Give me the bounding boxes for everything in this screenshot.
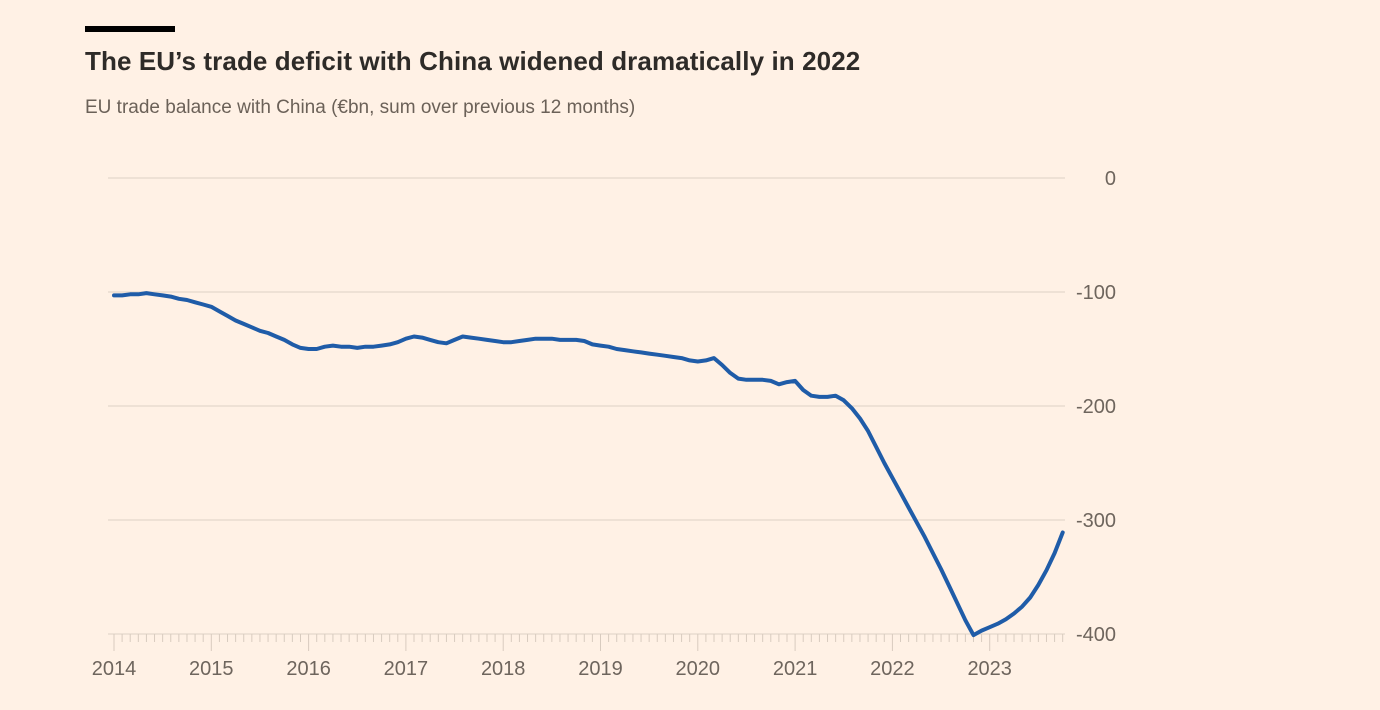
x-axis-year-label: 2020 (676, 658, 721, 680)
y-axis-tick-label: -100 (1076, 282, 1116, 304)
x-axis-year-label: 2018 (481, 658, 526, 680)
y-axis-tick-label: -300 (1076, 510, 1116, 532)
x-axis-year-label: 2019 (578, 658, 623, 680)
x-axis-year-label: 2014 (92, 658, 137, 680)
headline-bar (85, 26, 175, 32)
chart-subtitle: EU trade balance with China (€bn, sum ov… (85, 97, 636, 118)
x-axis-year-label: 2021 (773, 658, 818, 680)
y-axis-tick-label: -200 (1076, 396, 1116, 418)
trade-balance-series-line (112, 291, 1065, 638)
y-axis-tick-label: -400 (1076, 624, 1116, 646)
x-axis-year-label: 2016 (286, 658, 331, 680)
chart-title: The EU’s trade deficit with China widene… (85, 46, 861, 76)
x-axis-year-label: 2022 (870, 658, 915, 680)
x-axis-year-label: 2015 (189, 658, 234, 680)
x-axis-year-label: 2017 (384, 658, 429, 680)
y-axis-tick-label: 0 (1105, 168, 1116, 190)
x-axis-year-label: 2023 (967, 658, 1012, 680)
